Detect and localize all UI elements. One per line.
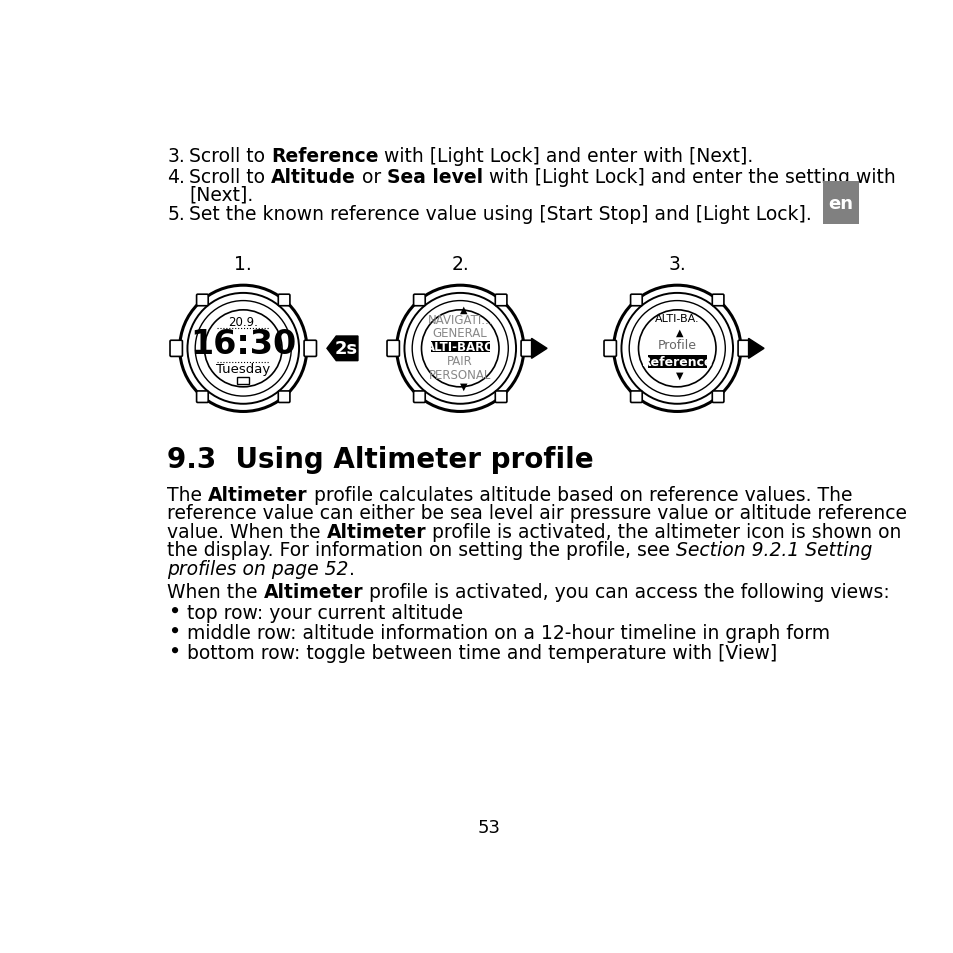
Circle shape [629,301,724,396]
FancyBboxPatch shape [170,341,182,357]
Circle shape [195,301,291,396]
Circle shape [172,627,178,634]
Text: reference value can either be sea level air pressure value or altitude reference: reference value can either be sea level … [167,503,906,522]
Circle shape [638,311,716,388]
Text: or: or [355,168,387,187]
Text: profile is activated, you can access the following views:: profile is activated, you can access the… [363,582,889,601]
Text: ALTI-BARO: ALTI-BARO [425,341,495,354]
FancyBboxPatch shape [822,182,858,225]
Text: middle row: altitude information on a 12-hour timeline in graph form: middle row: altitude information on a 12… [187,623,830,642]
Text: 9.3  Using Altimeter profile: 9.3 Using Altimeter profile [167,445,594,473]
Text: GENERAL: GENERAL [433,327,487,340]
Text: 53: 53 [476,818,500,836]
Text: ALTI-BA.: ALTI-BA. [655,314,699,323]
Text: en: en [827,194,852,213]
Circle shape [421,311,498,388]
Circle shape [172,647,178,654]
FancyBboxPatch shape [738,341,750,357]
Text: 1.: 1. [234,254,252,274]
Text: Tuesday: Tuesday [216,362,270,375]
Text: .: . [348,559,355,578]
FancyBboxPatch shape [278,392,290,403]
Text: profile calculates altitude based on reference values. The: profile calculates altitude based on ref… [308,485,852,504]
Text: Section 9.2.1 Setting: Section 9.2.1 Setting [676,540,872,559]
FancyBboxPatch shape [647,355,706,368]
Text: profile is activated, the altimeter icon is shown on: profile is activated, the altimeter icon… [426,522,901,541]
Text: Reference: Reference [271,147,378,166]
Text: Set the known reference value using [Start Stop] and [Light Lock].: Set the known reference value using [Sta… [189,205,811,224]
Text: ▼: ▼ [460,381,467,391]
Text: Sea level: Sea level [387,168,483,187]
Circle shape [613,286,740,412]
Text: Reference: Reference [640,355,712,369]
Text: the display. For information on setting the profile, see: the display. For information on setting … [167,540,676,559]
Text: value. When the: value. When the [167,522,327,541]
Text: Altimeter: Altimeter [264,582,363,601]
Text: When the: When the [167,582,264,601]
Text: Scroll to: Scroll to [189,168,271,187]
Circle shape [172,607,178,614]
Circle shape [620,294,732,404]
Text: ▼: ▼ [675,370,682,380]
Text: Altimeter: Altimeter [327,522,426,541]
Text: profiles on page 52: profiles on page 52 [167,559,348,578]
Polygon shape [748,339,763,359]
Text: top row: your current altitude: top row: your current altitude [187,603,463,622]
Text: 3.: 3. [668,254,685,274]
Text: 20.9.: 20.9. [228,315,258,329]
Text: 16:30: 16:30 [190,328,296,361]
FancyBboxPatch shape [630,392,641,403]
Text: NAVIGATI...: NAVIGATI... [427,314,493,326]
FancyBboxPatch shape [414,294,425,307]
FancyBboxPatch shape [431,342,489,353]
Text: 2.: 2. [451,254,469,274]
Circle shape [404,294,516,404]
FancyBboxPatch shape [495,294,506,307]
FancyBboxPatch shape [520,341,533,357]
FancyBboxPatch shape [603,341,616,357]
Text: ▲: ▲ [460,304,467,314]
FancyBboxPatch shape [304,341,316,357]
Circle shape [187,294,298,404]
Circle shape [204,311,282,388]
Text: The: The [167,485,208,504]
Circle shape [396,286,523,412]
FancyBboxPatch shape [278,294,290,307]
Text: PAIR: PAIR [447,355,473,368]
FancyBboxPatch shape [630,294,641,307]
Text: ▲: ▲ [675,327,682,337]
Text: with [Light Lock] and enter with [Next].: with [Light Lock] and enter with [Next]. [378,147,753,166]
FancyBboxPatch shape [712,392,723,403]
Circle shape [412,301,508,396]
FancyBboxPatch shape [387,341,399,357]
Text: 2s: 2s [335,340,357,358]
Circle shape [179,286,307,412]
Polygon shape [531,339,546,359]
Text: Scroll to: Scroll to [189,147,271,166]
Text: 5.: 5. [167,205,185,224]
Text: PERSONAL: PERSONAL [429,369,491,381]
Text: 4.: 4. [167,168,185,187]
FancyBboxPatch shape [196,294,208,307]
Text: Altimeter: Altimeter [208,485,308,504]
FancyBboxPatch shape [712,294,723,307]
FancyBboxPatch shape [196,392,208,403]
Text: Profile: Profile [657,338,696,352]
FancyBboxPatch shape [495,392,506,403]
Text: Altitude: Altitude [271,168,355,187]
Text: bottom row: toggle between time and temperature with [View]: bottom row: toggle between time and temp… [187,643,777,662]
Polygon shape [327,336,357,361]
Text: with [Light Lock] and enter the setting with: with [Light Lock] and enter the setting … [483,168,895,187]
Text: 3.: 3. [167,147,185,166]
Text: [Next].: [Next]. [189,185,253,204]
FancyBboxPatch shape [414,392,425,403]
